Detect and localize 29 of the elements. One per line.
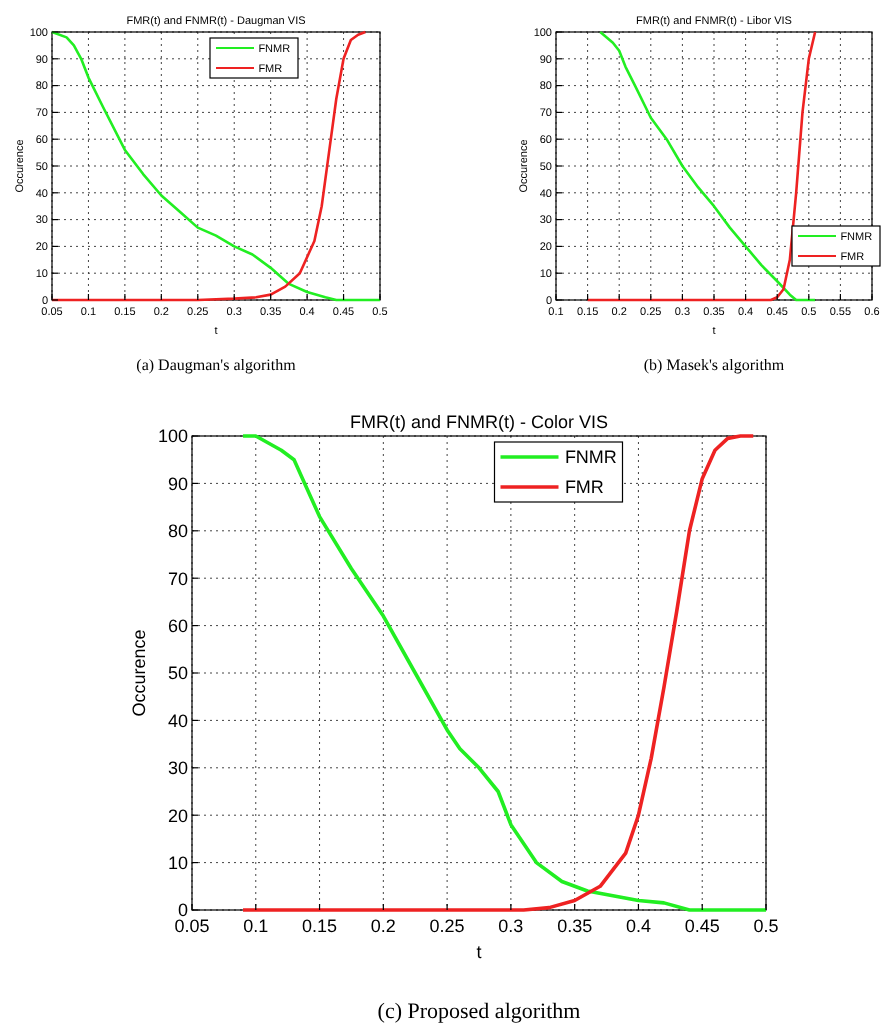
x-axis-title: t [476,942,483,962]
y-tick-label: 90 [167,473,188,494]
legend-label: FMR [564,477,605,498]
text: (b) Masek's algorithm [643,356,786,374]
legend-label: FNMR [564,447,618,468]
text: (c) Proposed algorithm [377,1000,582,1024]
x-tick-label: 0.35 [557,916,593,936]
x-tick-label: 0.1 [243,916,269,936]
y-tick-label: 40 [167,710,188,731]
y-tick-label: 30 [167,758,188,779]
y-tick-label: 70 [167,568,188,589]
x-tick-label: 0.15 [302,916,338,936]
y-tick-label: 100 [157,426,188,447]
y-tick-label: 80 [167,521,188,542]
x-tick-label: 0.2 [370,916,396,936]
y-tick-label: 20 [167,805,188,826]
y-tick-label: 50 [167,663,188,684]
y-tick-label: 60 [167,615,188,636]
x-tick-label: 0.25 [429,916,465,936]
chart-title: FMR(t) and FNMR(t) - Color VIS [349,412,609,432]
x-tick-label: 0.4 [625,916,651,936]
y-tick-label: 0 [177,900,188,921]
text: (a) Daugman's algorithm [136,356,298,374]
x-tick-label: 0.5 [753,916,779,936]
x-tick-label: 0.05 [174,916,210,936]
y-axis-title: Occurence [129,629,150,717]
x-tick-label: 0.3 [498,916,524,936]
x-tick-label: 0.45 [684,916,720,936]
y-tick-label: 10 [167,852,188,873]
